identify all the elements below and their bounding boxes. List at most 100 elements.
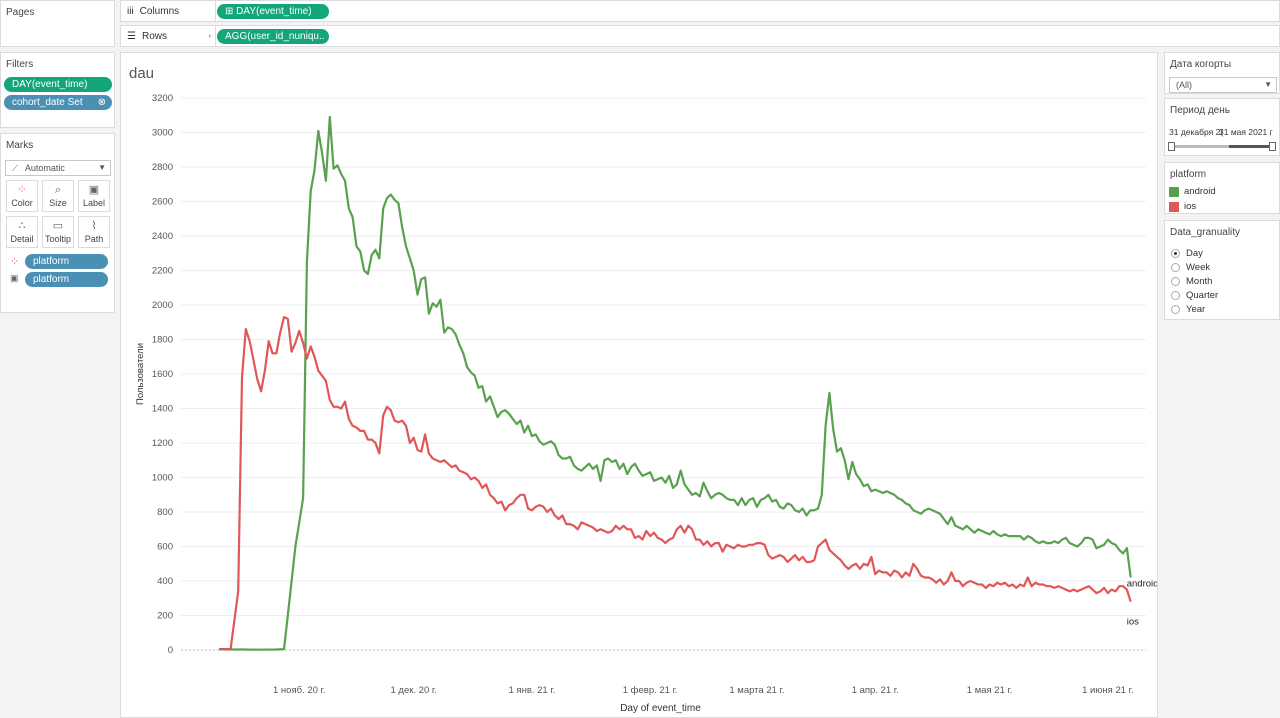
marks-tooltip-button[interactable]: ▭ Tooltip	[42, 216, 74, 248]
y-tick-label: 3200	[152, 93, 173, 104]
cohort-filter-title: Дата когорты	[1170, 59, 1232, 70]
y-tick-label: 0	[168, 645, 173, 656]
cohort-select-value: (All)	[1176, 80, 1192, 90]
date-field-icon: ⊞	[225, 6, 234, 17]
period-start-value: 31 декабря 2(	[1169, 127, 1224, 137]
columns-shelf[interactable]: iii Columns ⊞ DAY(event_time)	[120, 0, 1280, 22]
detail-icon: ∴	[18, 220, 26, 232]
legend-swatch-android	[1169, 186, 1179, 197]
x-tick-label: 1 дек. 20 г.	[390, 685, 436, 696]
marks-field-color-platform[interactable]: platform	[25, 254, 108, 269]
filter-pill-label: cohort_date Set	[12, 97, 83, 108]
x-tick-label: 1 мая 21 г.	[967, 685, 1013, 696]
marks-tooltip-label: Tooltip	[44, 234, 71, 244]
filters-panel: Filters DAY(event_time) cohort_date Set …	[0, 52, 115, 128]
chart-panel: dau 0 200 400 600 800 1000 1200 1400 1600 1800 2000…	[120, 52, 1158, 718]
granularity-option-label: Quarter	[1186, 290, 1219, 301]
marks-color-button[interactable]: ⁘ Color	[6, 180, 38, 212]
marks-color-label: Color	[11, 198, 33, 208]
columns-pill-day-event-time[interactable]: ⊞ DAY(event_time)	[217, 4, 329, 19]
granularity-option-month[interactable]: Month	[1171, 276, 1212, 287]
marks-detail-button[interactable]: ∴ Detail	[6, 216, 38, 248]
y-tick-label: 1400	[152, 404, 173, 415]
marks-field-label-platform[interactable]: platform	[25, 272, 108, 287]
marks-panel: Marks ⟋ Automatic ▼ ⁘ Color ⌕ Size ▣ Lab…	[0, 133, 115, 313]
y-tick-label: 1000	[152, 473, 173, 484]
marks-label-label: Label	[82, 198, 106, 208]
marks-path-button[interactable]: ⌇ Path	[78, 216, 110, 248]
mark-type-label: Automatic	[24, 163, 65, 173]
period-filter-title: Период день	[1170, 105, 1230, 116]
filter-pill-cohort-date-set[interactable]: cohort_date Set ⊗	[4, 95, 112, 110]
label-icon: ▣	[88, 184, 100, 196]
series-end-label-ios: ios	[1127, 617, 1139, 628]
marks-size-label: Size	[49, 198, 67, 208]
granularity-option-label: Day	[1186, 248, 1203, 259]
size-icon: ⌕	[54, 184, 62, 196]
marks-label-button[interactable]: ▣ Label	[78, 180, 110, 212]
label-field-icon: ▣	[10, 273, 19, 283]
cohort-filter-card: Дата когорты (All) ▼	[1164, 52, 1280, 94]
granularity-option-label: Year	[1186, 304, 1206, 315]
granularity-option-week[interactable]: Week	[1171, 262, 1210, 273]
marks-size-button[interactable]: ⌕ Size	[42, 180, 74, 212]
granularity-card: Data_granuality Day Week Month Quarter Y…	[1164, 220, 1280, 320]
y-tick-label: 200	[157, 611, 173, 622]
y-tick-label: 1800	[152, 335, 173, 346]
x-tick-label: 1 янв. 21 г.	[509, 685, 556, 696]
legend-title: platform	[1170, 169, 1207, 180]
x-tick-label: 1 марта 21 г.	[729, 685, 784, 696]
legend-label-android: android	[1184, 186, 1216, 197]
x-tick-label: 1 февр. 21 г.	[623, 685, 678, 696]
line-icon: ⟋	[12, 163, 19, 173]
rows-icon: ☰	[127, 30, 136, 42]
x-tick-label: 1 апр. 21 г.	[852, 685, 899, 696]
tooltip-icon: ▭	[52, 220, 64, 232]
columns-shelf-label-box: iii Columns	[121, 1, 216, 21]
legend-label-ios: ios	[1184, 201, 1197, 212]
granularity-option-year[interactable]: Year	[1171, 304, 1205, 315]
period-slider-fill	[1229, 145, 1273, 148]
rows-expand-icon: ›	[208, 32, 211, 40]
granularity-option-label: Month	[1186, 276, 1213, 287]
radio-icon	[1171, 305, 1180, 314]
filter-pill-day-event-time[interactable]: DAY(event_time)	[4, 77, 112, 92]
columns-label: Columns	[139, 5, 180, 17]
legend-swatch-ios	[1169, 201, 1179, 212]
y-tick-label: 600	[157, 542, 173, 553]
platform-legend-card: platform android ios	[1164, 162, 1280, 214]
y-tick-label: 3000	[152, 128, 173, 139]
y-axis-label: Пользователи	[135, 343, 146, 405]
chart-title: dau	[129, 65, 154, 82]
x-axis-label: Day of event_time	[620, 703, 701, 714]
period-slider-handle-start[interactable]	[1168, 142, 1175, 151]
radio-icon	[1171, 263, 1180, 272]
granularity-option-day[interactable]: Day	[1171, 248, 1203, 259]
path-icon: ⌇	[91, 220, 97, 232]
marks-path-label: Path	[84, 234, 104, 244]
legend-item-ios[interactable]: ios	[1169, 201, 1196, 212]
series-end-label-android: android	[1127, 579, 1157, 590]
rows-pill-agg-user-id[interactable]: AGG(user_id_nuniqu..	[217, 29, 329, 44]
y-tick-label: 800	[157, 507, 173, 518]
y-tick-label: 1600	[152, 369, 173, 380]
color-field-icon: ⁘	[10, 256, 20, 268]
columns-icon: iii	[127, 5, 134, 17]
series-line-ios	[219, 316, 1132, 651]
filters-title: Filters	[6, 59, 34, 70]
rows-shelf[interactable]: ☰ Rows › AGG(user_id_nuniqu..	[120, 25, 1280, 47]
cohort-select[interactable]: (All) ▼	[1169, 77, 1277, 93]
period-slider-track[interactable]	[1173, 145, 1273, 148]
marks-title: Marks	[6, 140, 34, 151]
chevron-down-icon: ▼	[98, 163, 106, 172]
chevron-down-icon: ▼	[1264, 80, 1272, 89]
radio-icon	[1171, 291, 1180, 300]
dau-line-chart: dau 0 200 400 600 800 1000 1200 1400 1600 1800 2000…	[129, 65, 1157, 714]
pages-panel: Pages	[0, 0, 115, 47]
period-end-value: 31 мая 2021 г	[1219, 127, 1273, 137]
granularity-option-quarter[interactable]: Quarter	[1171, 290, 1218, 301]
mark-type-dropdown[interactable]: ⟋ Automatic ▼	[5, 160, 111, 176]
legend-item-android[interactable]: android	[1169, 186, 1216, 197]
period-slider-handle-end[interactable]	[1269, 142, 1276, 151]
pages-title: Pages	[6, 7, 35, 18]
